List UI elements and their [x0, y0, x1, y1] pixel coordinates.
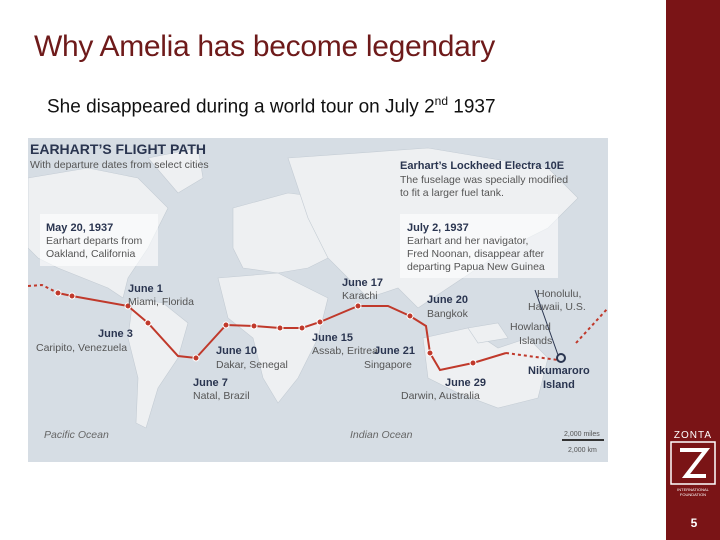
stop-place: Singapore: [364, 359, 412, 371]
place: Nikumaroro: [528, 365, 590, 377]
stop-date: June 15: [312, 332, 353, 344]
stop-place: Karachi: [342, 290, 378, 302]
place: Howland: [510, 321, 551, 333]
stop-date: June 21: [374, 345, 415, 357]
plane-heading: Earhart’s Lockheed Electra 10E: [400, 160, 564, 172]
callout-text: Fred Noonan, disappear after: [407, 248, 545, 260]
stop-date: June 1: [128, 283, 163, 295]
callout-box: [400, 214, 558, 278]
plane-text: to fit a larger fuel tank.: [400, 187, 504, 199]
place: Islands: [519, 335, 552, 347]
map: EARHART’S FLIGHT PATH With departure dat…: [28, 138, 608, 462]
route-start: [28, 283, 59, 294]
slide-subtitle: She disappeared during a world tour on J…: [47, 94, 496, 118]
callout-text: Earhart departs from: [46, 235, 143, 247]
ocean-label: Pacific Ocean: [44, 429, 109, 441]
scale-label: 2,000 km: [568, 447, 597, 454]
stop-place: Caripito, Venezuela: [36, 342, 127, 354]
logo-frame: [670, 441, 716, 485]
logo: ZONTA INTERNATIONAL FOUNDATION: [670, 430, 716, 497]
stop-date: June 3: [98, 328, 133, 340]
stop-place: Dakar, Senegal: [216, 359, 288, 371]
logo-sub: INTERNATIONAL: [677, 487, 709, 492]
logo-text: ZONTA: [674, 430, 712, 441]
place: Island: [543, 379, 575, 391]
leader: [534, 289, 559, 356]
logo-sub: FOUNDATION: [680, 492, 706, 497]
subtitle-text: She disappeared during a world tour on J…: [47, 96, 435, 118]
callout-text: Oakland, California: [46, 248, 135, 260]
stop-date: June 20: [427, 294, 468, 306]
stop-date: June 10: [216, 345, 257, 357]
map-subtitle: With departure dates from select cities: [30, 159, 209, 171]
callout-text: departing Papua New Guinea: [407, 261, 545, 273]
place: Honolulu,: [537, 288, 581, 300]
stop-place: Bangkok: [427, 308, 469, 320]
plane-text: The fuselage was specially modified: [400, 174, 568, 186]
place: Hawaii, U.S.: [528, 301, 586, 313]
callout-date: May 20, 1937: [46, 222, 113, 234]
route-planned: [505, 352, 559, 361]
slide-title: Why Amelia has become legendary: [34, 30, 495, 63]
subtitle-sup: nd: [434, 94, 448, 108]
callout-date: July 2, 1937: [407, 222, 469, 234]
stop-place: Miami, Florida: [128, 296, 194, 308]
stops: [54, 289, 477, 367]
callout-text: Earhart and her navigator,: [407, 235, 528, 247]
stop-date: June 29: [445, 377, 486, 389]
stop-place: Assab, Eritrea: [312, 345, 378, 357]
logo-z: [680, 448, 711, 478]
stop-place: Natal, Brazil: [193, 390, 250, 402]
stop-date: June 17: [342, 277, 383, 289]
subtitle-text: 1937: [448, 96, 496, 118]
map-title: EARHART’S FLIGHT PATH: [30, 141, 206, 157]
stop-place: Darwin, Australia: [401, 390, 480, 402]
page-number: 5: [690, 516, 698, 530]
route-planned: [575, 307, 608, 344]
ocean-label: Indian Ocean: [350, 429, 413, 441]
callout-box: [40, 214, 158, 266]
stop-date: June 7: [193, 377, 228, 389]
scale-label: 2,000 miles: [564, 431, 600, 438]
nikumaroro-marker: [556, 353, 566, 363]
